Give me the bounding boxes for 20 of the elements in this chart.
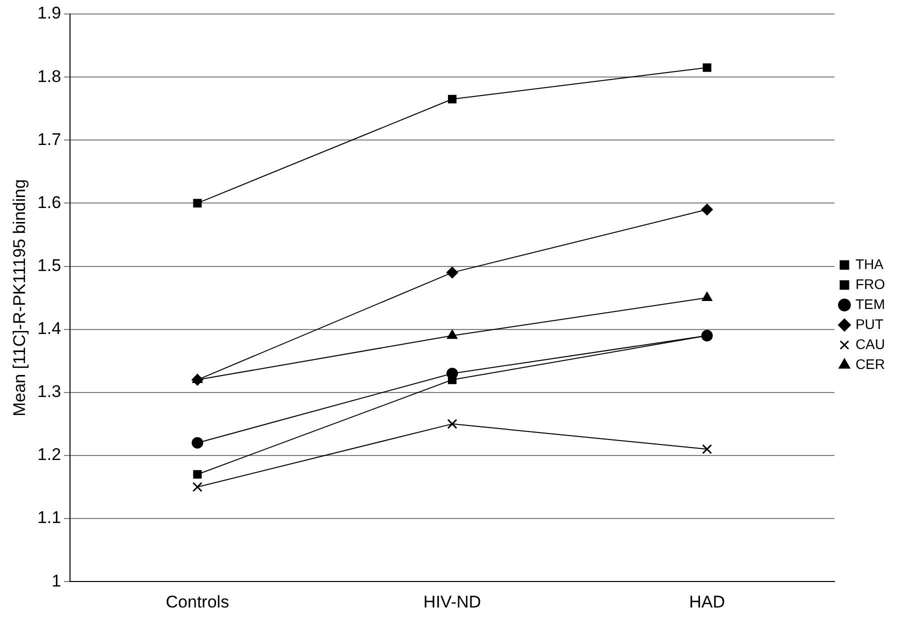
y-tick-label: 1.4 (37, 319, 62, 338)
y-tick-label: 1.2 (37, 445, 62, 464)
y-tick-label: 1.6 (37, 192, 62, 212)
y-tick-label: 1.5 (37, 256, 62, 275)
legend-label: PUT (855, 316, 884, 332)
legend-label: CAU (855, 336, 886, 352)
y-tick-label: 1.7 (37, 130, 62, 149)
legend-label: TEM (855, 296, 886, 312)
x-tick-label: Controls (166, 592, 230, 612)
y-axis-title: Mean [11C]-R-PK11195 binding (10, 179, 29, 416)
x-tick-label: HIV-ND (423, 592, 482, 612)
legend-label: CER (855, 356, 886, 372)
y-tick-label: 1 (52, 571, 62, 590)
y-tick-label: 1.3 (37, 382, 62, 402)
x-tick-label: HAD (689, 592, 725, 612)
y-tick-label: 1.9 (37, 4, 62, 23)
legend-label: FRO (855, 276, 886, 292)
legend-label: THA (855, 256, 884, 272)
y-tick-label: 1.8 (37, 66, 62, 86)
y-tick-label: 1.1 (37, 508, 62, 528)
